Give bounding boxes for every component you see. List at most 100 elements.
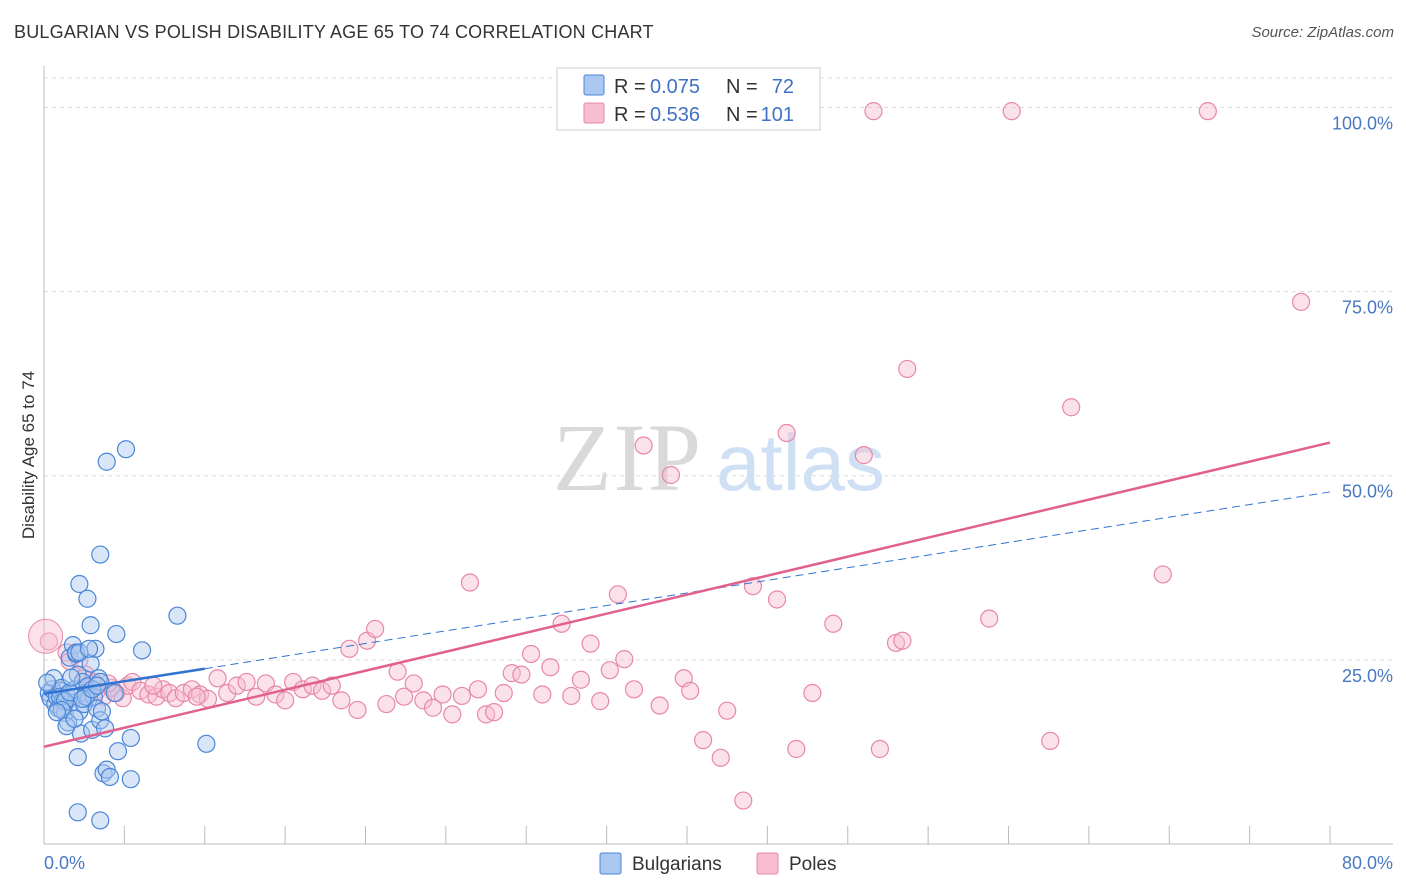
poles-point [494,683,513,703]
poles-point [208,669,227,688]
poles-point [1291,292,1311,312]
poles-point [980,609,999,628]
legend-r-label-poles: R = [614,104,646,126]
poles-point [562,686,581,706]
poles-point [414,691,433,710]
poles-point [485,703,504,722]
bulgarians-point [121,770,140,789]
bulgarians-point [68,803,87,822]
poles-point [541,658,560,677]
poles-point [312,681,332,700]
bulgarians-point [100,767,120,787]
poles-point [893,631,912,650]
y-tick-label: 50.0% [1342,482,1393,502]
bulgarians-point [116,440,136,459]
poles-point [624,680,644,699]
poles-point [366,619,385,639]
bulgarians-point [78,589,97,608]
bottom-legend-label-bulgarians: Bulgarians [632,854,722,875]
poles-point [571,670,591,689]
legend-n-value-poles: 101 [761,104,794,126]
bulgarians-point [132,641,152,660]
poles-point [803,683,822,703]
poles-point [591,692,610,711]
bulgarians-point [168,606,187,625]
poles-point [218,683,237,703]
poles-point [322,676,341,695]
poles-point [870,739,890,759]
poles-point [615,650,634,669]
bottom-legend-swatch-poles [756,852,779,875]
bulgarians-point [108,742,128,761]
poles-point [394,687,414,706]
poles-point [187,687,206,706]
poles-point [423,698,443,717]
poles-point [718,701,737,720]
poles-point [1062,398,1081,417]
poles-point [521,644,541,664]
bulgarians-point [87,699,107,718]
poles-point [1198,102,1217,121]
poles-point [681,681,700,700]
chart-title: BULGARIAN VS POLISH DISABILITY AGE 65 TO… [14,22,654,42]
bulgarians-point [65,709,84,728]
poles-point [824,614,843,633]
legend-swatch-bulgarians [583,74,605,96]
poles-point [39,632,58,651]
bulgarians-point [81,654,100,673]
bulgarians-point [68,747,87,767]
poles-point [443,705,462,724]
poles-point [276,691,295,710]
chart-source: Source: ZipAtlas.com [1251,24,1394,41]
bulgarians-point [92,702,111,721]
poles-point [1153,565,1172,584]
bulgarians-point [105,683,124,703]
bulgarians-point [197,734,216,753]
poles-point [661,465,681,485]
poles-point [1002,102,1021,121]
poles-point [787,739,806,759]
bulgarians-point [81,616,100,635]
bulgarians-point [121,728,140,748]
poles-point [227,676,246,695]
y-tick-label: 75.0% [1342,298,1393,318]
poles-point [898,359,917,379]
bulgarians-point [91,545,110,564]
poles-point [348,700,367,720]
bulgarians-point [62,668,81,687]
poles-point [144,676,163,695]
bulgarians-point [79,639,99,658]
x-tick-label-max: 80.0% [1342,853,1393,873]
bulgarians-point [107,624,126,644]
bulgarians-point [73,689,92,709]
legend-box: R = 0.075 N = 72 R = 0.536 N = 101 [556,67,821,131]
poles-point [433,685,452,704]
bulgarians-trend-extension [204,491,1331,670]
poles-point [452,686,472,706]
bulgarians-point [70,574,89,594]
y-tick-label: 100.0% [1332,113,1393,133]
poles-point [404,674,423,693]
legend-n-label-poles: N = [726,104,758,126]
poles-point [777,423,796,443]
bulgarians-point [97,452,116,471]
bottom-legend-swatch-bulgarians [599,852,622,875]
grid-lines [44,77,1393,661]
bulgarians-point [91,811,110,830]
bulgarians-point [70,643,89,662]
poles-point [693,731,713,750]
poles-point [581,634,600,653]
poles-point [634,436,653,455]
axes: 25.0% 50.0% 75.0% 100.0% [43,66,1393,845]
trend-lines [43,441,1331,748]
poles-point [237,672,256,692]
watermark-atlas: atlas [716,418,885,507]
bulgarians-trend-line [43,667,205,695]
poles-point [460,573,480,592]
bulgarians-point [38,673,57,692]
y-axis-title: Disability Age 65 to 74 [19,371,38,539]
poles-point [650,696,669,715]
poles-point [340,639,359,658]
bulgarians-point [47,703,66,722]
x-tick-label-min: 0.0% [44,853,85,873]
